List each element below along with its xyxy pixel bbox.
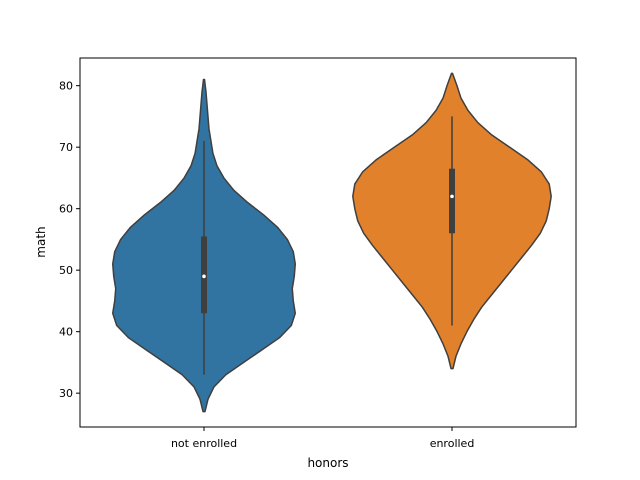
y-tick-label: 30 [59,387,73,400]
y-tick-label: 60 [59,203,73,216]
y-tick-label: 70 [59,141,73,154]
x-axis-label: honors [307,456,348,470]
y-tick-label: 40 [59,326,73,339]
y-axis: 30 40 50 60 70 80 [59,80,80,400]
y-tick-label: 50 [59,264,73,277]
violin-median-marker [450,194,454,199]
y-tick-label: 80 [59,80,73,93]
violin-median-marker [202,274,206,279]
y-axis-label: math [34,226,48,257]
x-tick-label: enrolled [430,437,475,450]
violin-iqr-box [449,168,455,234]
x-axis: not enrolled enrolled [171,427,474,450]
x-tick-label: not enrolled [171,437,237,450]
violin-layer [111,72,552,413]
plot-frame [79,57,577,428]
